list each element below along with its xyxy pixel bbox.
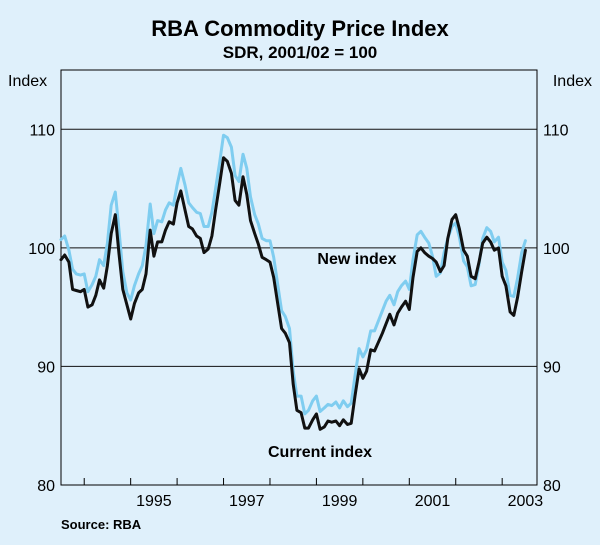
y-axis-label-left: Index [8, 73, 47, 90]
y-tick-label-left: 80 [37, 478, 55, 495]
x-axis: 1995 1997 1999 2001 2003 [136, 493, 543, 510]
series-line-current-index [59, 156, 527, 431]
x-tick-label: 2003 [508, 493, 544, 510]
plot-frame [60, 69, 538, 486]
annotation-current-index: Current index [268, 444, 372, 461]
x-tick-label: 2001 [415, 493, 451, 510]
series-lines [59, 133, 527, 431]
axis-ticks [83, 478, 503, 485]
y-tick-label-right: 80 [543, 478, 561, 495]
source-note: Source: RBA [61, 517, 142, 532]
x-tick-label: 1999 [322, 493, 358, 510]
chart-subtitle: SDR, 2001/02 = 100 [223, 43, 378, 62]
y-tick-label-right: 110 [543, 122, 569, 139]
y-tick-label-left: 110 [29, 122, 55, 139]
annotation-new-index: New index [317, 251, 396, 268]
y-axis-right: 80 90 100 110 [543, 122, 570, 495]
y-tick-label-left: 90 [37, 359, 55, 376]
y-axis-label-right: Index [553, 73, 592, 90]
y-tick-label-left: 100 [28, 241, 55, 258]
y-axis-left: 80 90 100 110 [28, 122, 55, 495]
gridlines [61, 128, 537, 367]
chart-title: RBA Commodity Price Index [151, 16, 449, 41]
x-tick-label: 1995 [136, 493, 172, 510]
x-tick-label: 1997 [229, 493, 265, 510]
y-tick-label-right: 90 [543, 359, 561, 376]
y-tick-label-right: 100 [543, 241, 570, 258]
